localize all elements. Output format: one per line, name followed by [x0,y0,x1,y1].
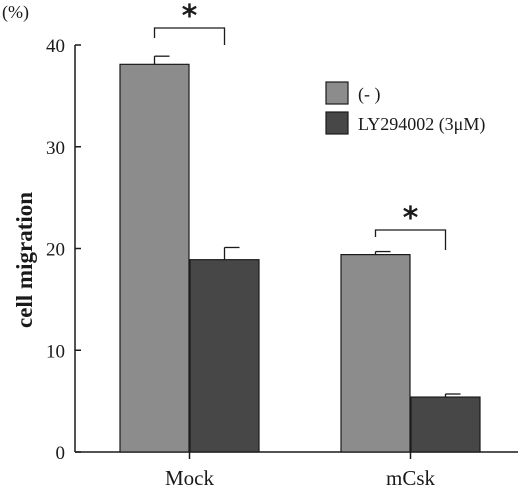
bar-mCsk-1 [340,254,411,453]
significance-star: * [182,0,198,34]
axes: 0 10 20 30 40 Mock mCsk [46,36,518,490]
significance-star: * [403,201,419,236]
y-tick-label: 30 [46,138,65,159]
bar-Mock-1 [119,63,190,453]
bars [119,55,481,453]
y-tick-label: 20 [46,240,65,261]
legend-label: LY294002 (3μM) [358,114,485,135]
legend: (- ) LY294002 (3μM) [325,81,485,135]
y-tick-label: 0 [56,443,66,464]
x-category-label: Mock [165,466,214,490]
y-axis-label: cell migration [12,192,37,328]
y-unit-label: (%) [2,2,29,23]
bar-Mock-2 [189,259,260,453]
y-tick-label: 40 [46,36,65,57]
legend-label: (- ) [358,84,380,105]
legend-swatch [325,111,349,135]
significance-markers: ** [153,0,447,250]
x-category-label: mCsk [386,466,436,490]
significance-bracket [153,27,226,45]
bar-mCsk-2 [410,396,481,453]
significance-bracket [374,229,447,250]
legend-swatch [325,81,349,105]
y-tick-label: 10 [46,341,65,362]
